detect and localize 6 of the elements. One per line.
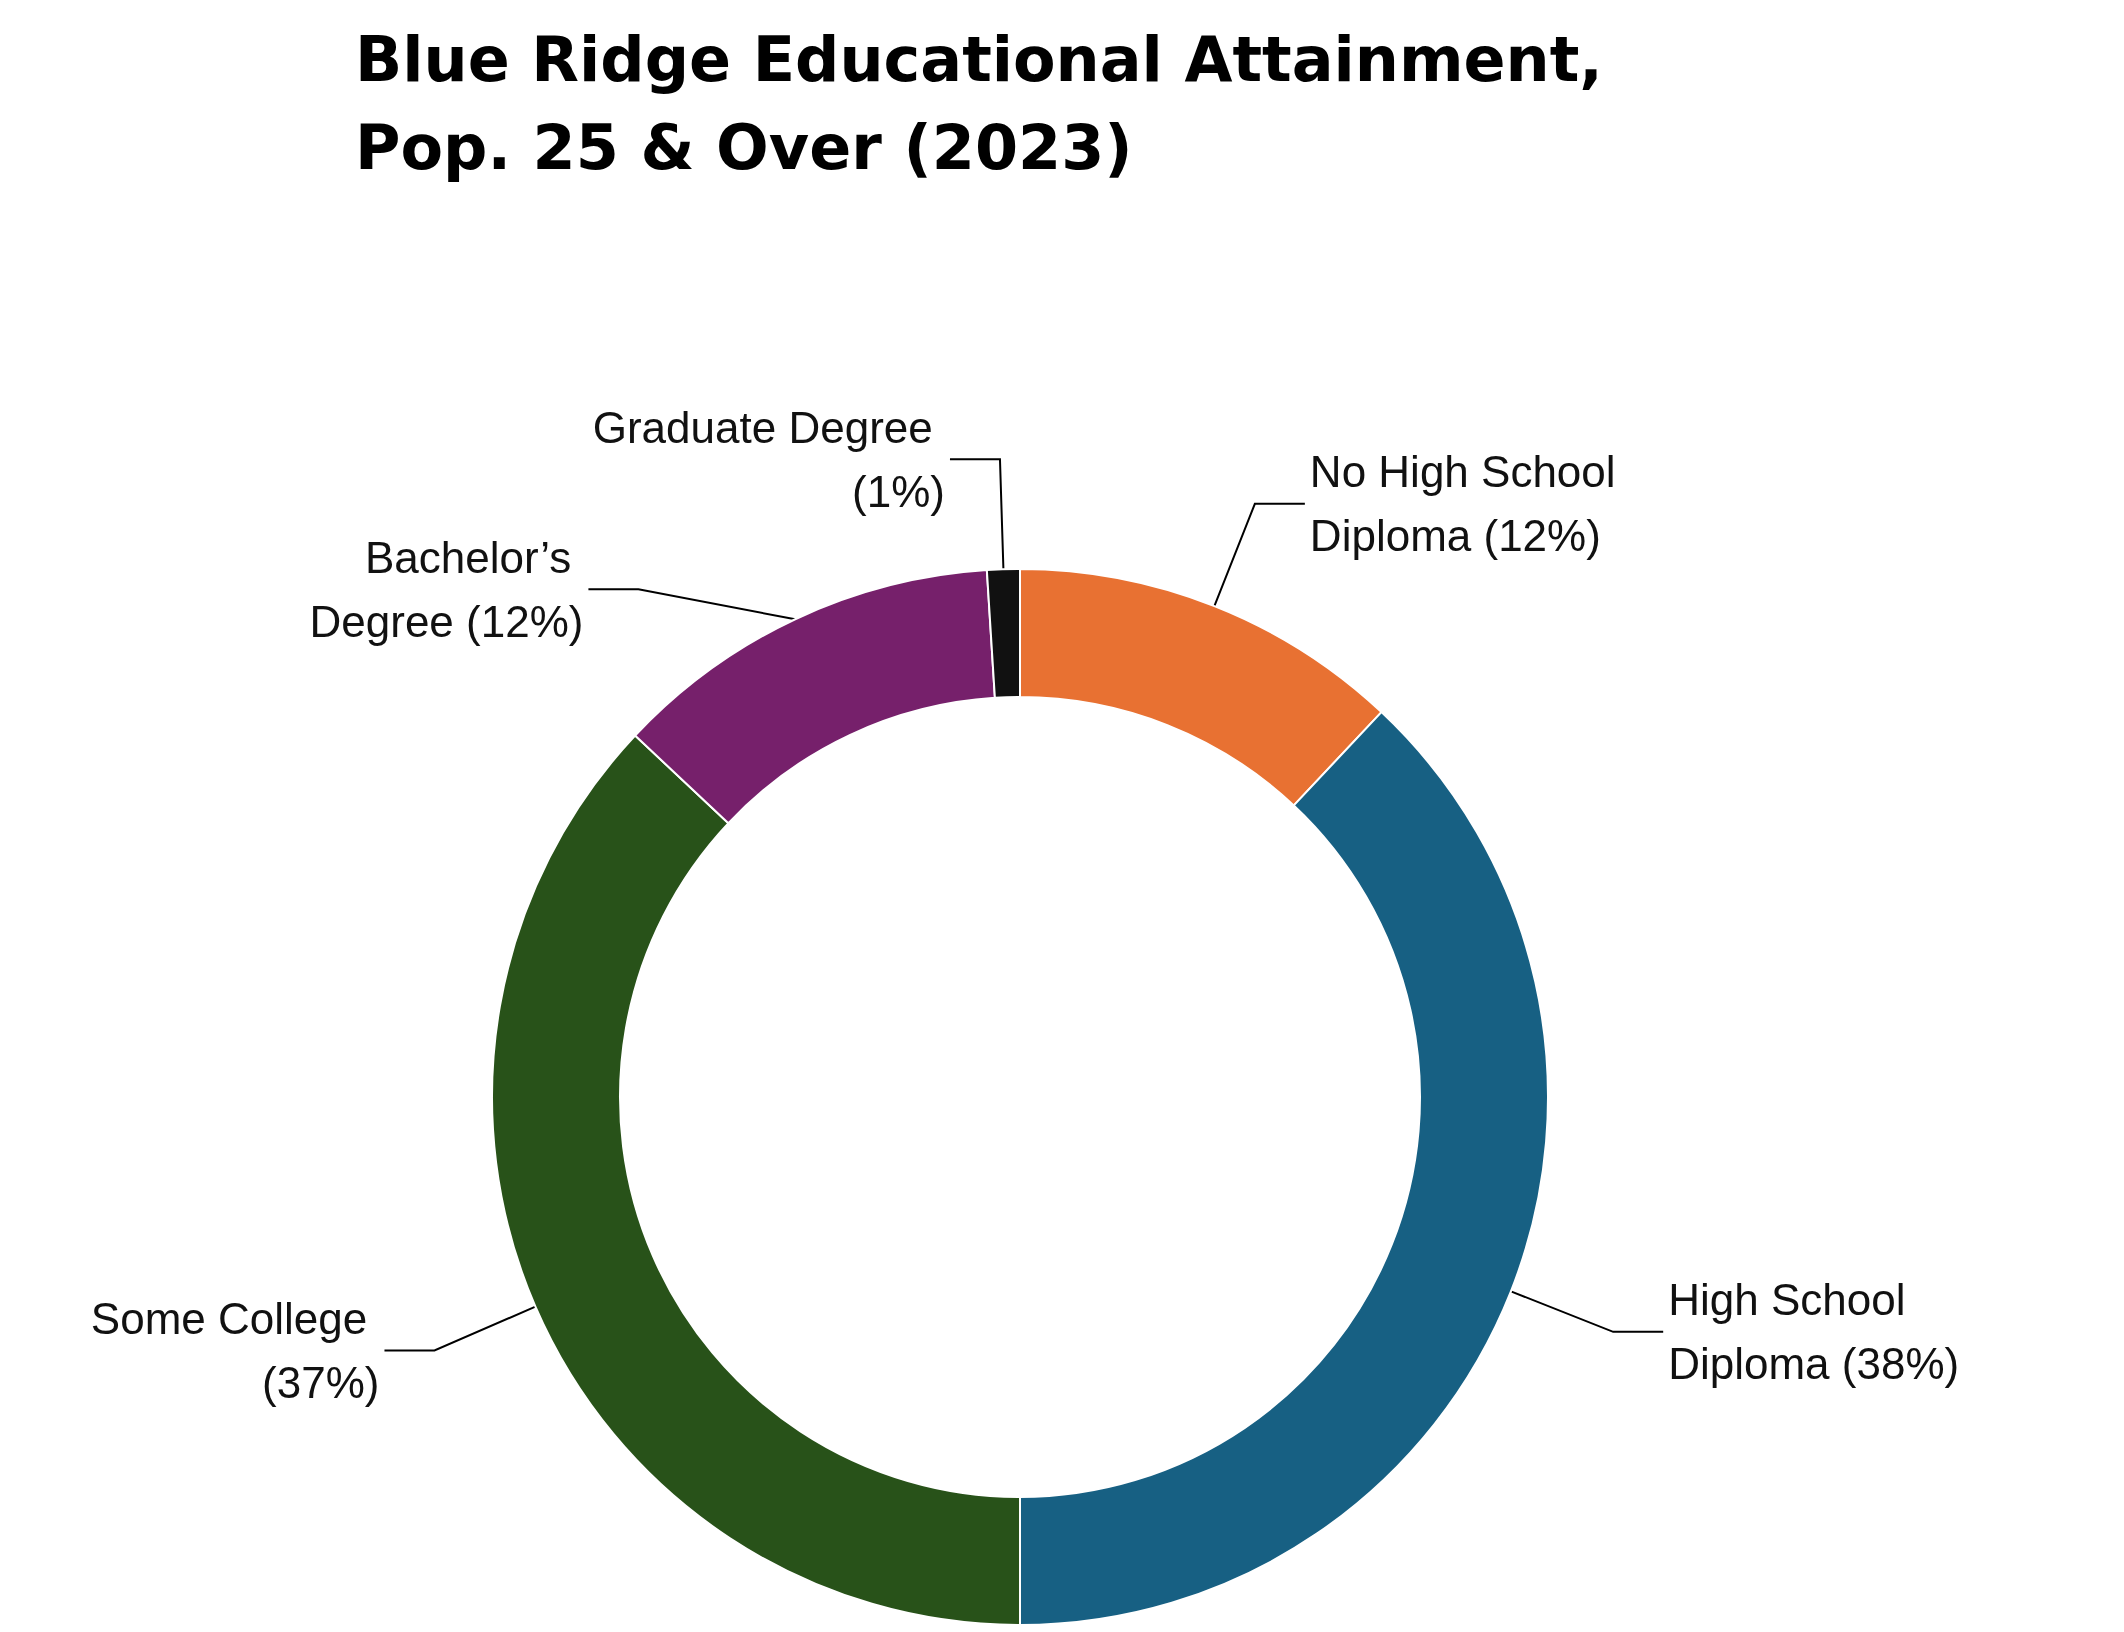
chart-title: Blue Ridge Educational Attainment, Pop. 25 & Over (2023) [355, 22, 1603, 184]
slice-label: No High School Diploma (12%) [1309, 447, 1628, 561]
slice-label: High School Diploma (38%) [1668, 1275, 1960, 1389]
slice-label: Graduate Degree (1%) [592, 402, 945, 516]
slice-label: Bachelor’s Degree (12%) [309, 532, 584, 646]
slice-label: Some College (37%) [90, 1293, 380, 1407]
